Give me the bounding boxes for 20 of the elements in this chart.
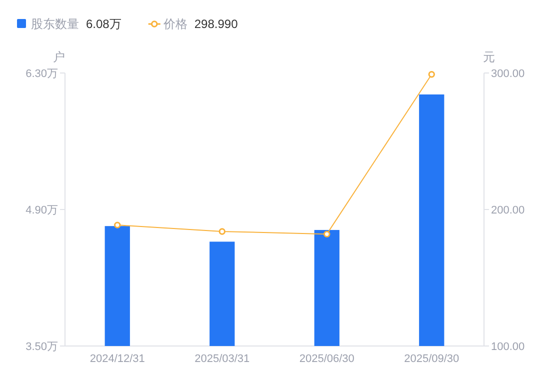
text: 298.990: [194, 17, 238, 31]
x-tick-label: 2025/09/30: [404, 353, 460, 365]
text: 6.08万: [86, 17, 122, 31]
x-tick-label: 2025/06/30: [299, 353, 354, 365]
legend-label: 价格: [162, 17, 188, 31]
point: [114, 222, 121, 228]
point: [428, 71, 435, 78]
point: [218, 228, 226, 235]
y2-axis-title: 元: [483, 50, 495, 64]
y2-tick-label: 100.00: [491, 341, 525, 353]
x-tick-label: 2024/12/31: [90, 353, 145, 365]
y-axis-title: 户: [53, 50, 65, 64]
y2-tick-label: 200.00: [491, 204, 525, 216]
x-tick-label: 2025/03/31: [194, 353, 250, 365]
legend-label: 股东数量: [31, 17, 79, 31]
point: [324, 230, 330, 238]
y-tick-label: 4.90万: [26, 204, 58, 216]
y-tick-label: 3.50万: [26, 341, 58, 353]
y2-tick-label: 300.00: [491, 68, 525, 80]
y-tick-label: 6.30万: [26, 68, 58, 80]
